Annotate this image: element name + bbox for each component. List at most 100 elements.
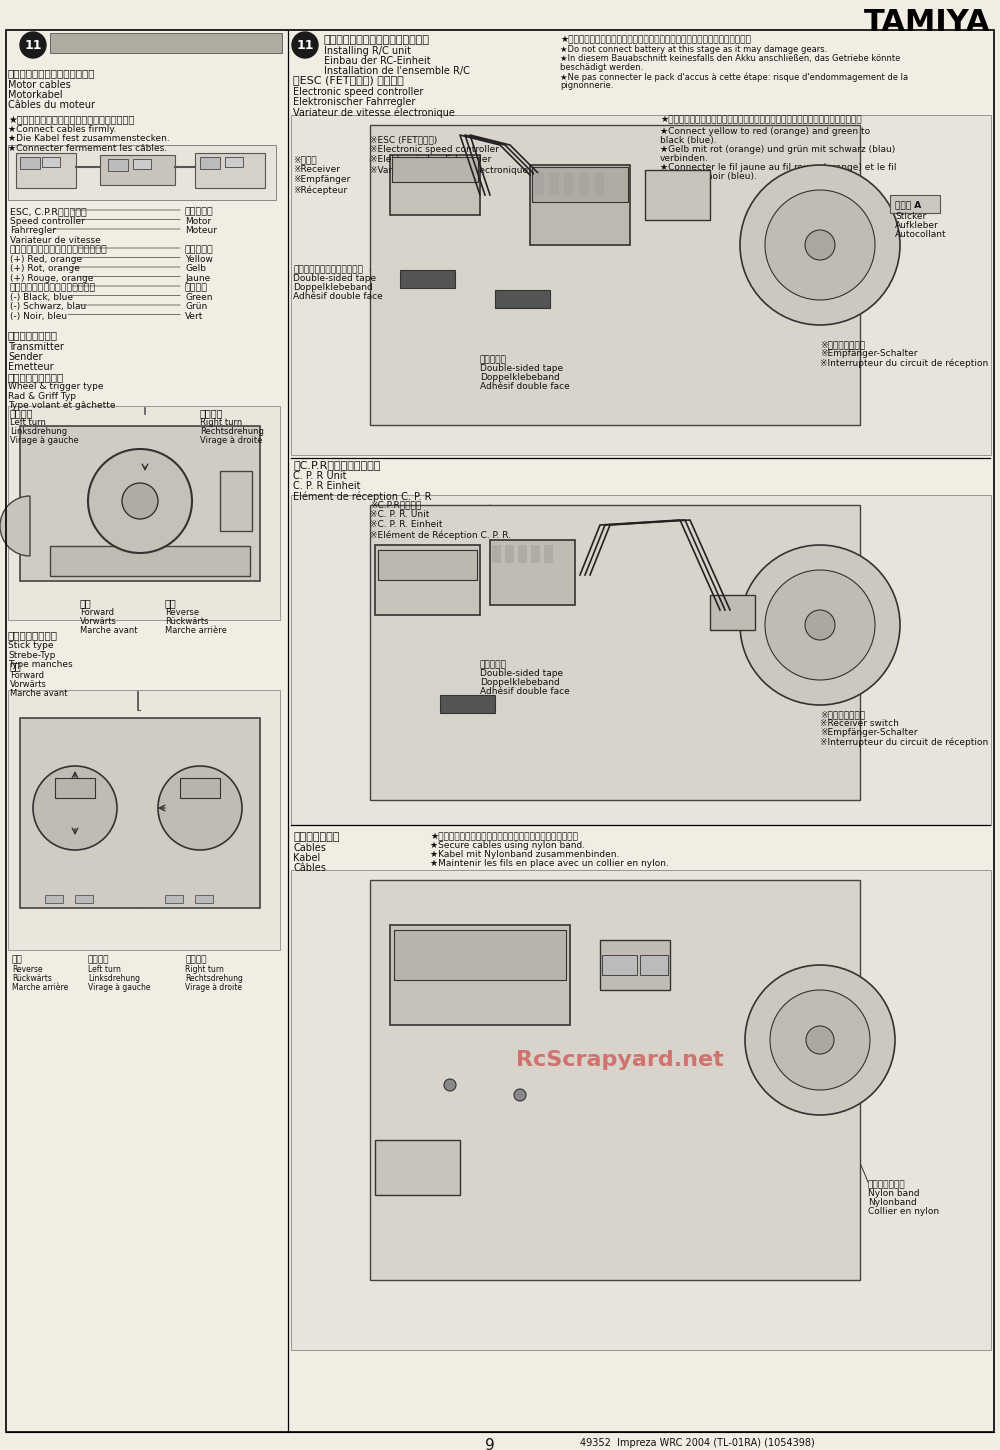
Bar bbox=[375, 545, 480, 615]
Bar bbox=[20, 157, 40, 170]
Bar bbox=[20, 426, 260, 581]
Circle shape bbox=[444, 1079, 456, 1090]
Text: Variateur de vitesse électronique: Variateur de vitesse électronique bbox=[293, 107, 455, 117]
Text: Marche arrière: Marche arrière bbox=[12, 983, 68, 992]
Text: Virage à gauche: Virage à gauche bbox=[88, 983, 150, 992]
Text: 11: 11 bbox=[24, 39, 42, 52]
Text: Double-sided tape: Double-sided tape bbox=[293, 274, 376, 283]
Bar bbox=[195, 895, 213, 903]
Text: ESC, C.P.Rユニット側: ESC, C.P.Rユニット側 bbox=[10, 207, 87, 216]
Text: Left turn: Left turn bbox=[88, 966, 121, 974]
Bar bbox=[291, 494, 991, 825]
Bar bbox=[42, 157, 60, 167]
Text: Green: Green bbox=[185, 293, 212, 302]
Text: ナイロンバンド: ナイロンバンド bbox=[868, 1180, 906, 1189]
Text: Motorkabel: Motorkabel bbox=[8, 90, 63, 100]
Text: 『モーターコードのつなぎ方』: 『モーターコードのつなぎ方』 bbox=[8, 68, 96, 78]
Text: Reverse: Reverse bbox=[12, 966, 43, 974]
Bar bbox=[378, 550, 477, 580]
Text: Doppelklebeband: Doppelklebeband bbox=[480, 679, 560, 687]
Text: 両面テープ: 両面テープ bbox=[480, 355, 507, 364]
Text: ホイールコンタイプ: ホイールコンタイプ bbox=[8, 373, 64, 381]
Text: 49352  Impreza WRC 2004 (TL-01RA) (1054398): 49352 Impreza WRC 2004 (TL-01RA) (105439… bbox=[580, 1438, 815, 1449]
Bar bbox=[645, 170, 710, 220]
Circle shape bbox=[805, 231, 835, 260]
Text: ※Receiver switch: ※Receiver switch bbox=[820, 719, 899, 728]
Text: vert au fil noir (bleu).: vert au fil noir (bleu). bbox=[660, 173, 757, 181]
Bar bbox=[564, 173, 574, 194]
Circle shape bbox=[806, 1027, 834, 1054]
Bar bbox=[640, 956, 668, 974]
Circle shape bbox=[514, 1089, 526, 1101]
Bar bbox=[534, 173, 544, 194]
Text: Marche avant: Marche avant bbox=[10, 689, 68, 697]
Bar bbox=[108, 160, 128, 171]
Text: Linksdrehung: Linksdrehung bbox=[10, 426, 67, 436]
Text: Vert: Vert bbox=[185, 312, 203, 320]
Text: 同面テープで取り付けます。: 同面テープで取り付けます。 bbox=[293, 265, 363, 274]
Text: ※Interrupteur du circuit de réception: ※Interrupteur du circuit de réception bbox=[820, 358, 988, 367]
Text: ★Connecter le fil jaune au fil rouge (orange) et le fil: ★Connecter le fil jaune au fil rouge (or… bbox=[660, 162, 896, 173]
Text: Marche avant: Marche avant bbox=[80, 626, 138, 635]
Bar bbox=[50, 33, 282, 54]
Text: Doppelklebeband: Doppelklebeband bbox=[293, 283, 373, 291]
Text: Emetteur: Emetteur bbox=[8, 362, 54, 373]
Bar bbox=[492, 545, 501, 563]
Text: Câbles du moteur: Câbles du moteur bbox=[8, 100, 95, 110]
Circle shape bbox=[292, 32, 318, 58]
Circle shape bbox=[20, 32, 46, 58]
Text: Sender: Sender bbox=[8, 352, 42, 362]
Bar bbox=[100, 155, 175, 186]
Text: Vorwärts: Vorwärts bbox=[80, 618, 117, 626]
Text: ※C.P.Rユニット: ※C.P.Rユニット bbox=[370, 500, 421, 509]
Text: Virage à gauche: Virage à gauche bbox=[10, 436, 79, 445]
Text: Marche arrière: Marche arrière bbox=[165, 626, 227, 635]
Text: Right turn: Right turn bbox=[185, 966, 224, 974]
Text: Vorwärts: Vorwärts bbox=[10, 680, 47, 689]
Bar bbox=[505, 545, 514, 563]
Text: Jaune: Jaune bbox=[185, 274, 210, 283]
Text: Double-sided tape: Double-sided tape bbox=[480, 668, 563, 679]
Text: 緑コード: 緑コード bbox=[185, 283, 208, 291]
Text: ★バッテリーをつないでモーターを回さないでください。ギヤがこわれます。: ★バッテリーをつないでモーターを回さないでください。ギヤがこわれます。 bbox=[560, 35, 751, 44]
Text: Gelb: Gelb bbox=[185, 264, 206, 273]
Text: ★コネクター部はしっかりつないでください。: ★コネクター部はしっかりつないでください。 bbox=[8, 115, 134, 125]
Text: Nylon band: Nylon band bbox=[868, 1189, 920, 1198]
Bar bbox=[518, 545, 527, 563]
Text: Stick type: Stick type bbox=[8, 641, 54, 650]
Text: マーク A: マーク A bbox=[895, 200, 921, 209]
Circle shape bbox=[765, 190, 875, 300]
Bar bbox=[602, 956, 637, 974]
Text: ★In diesem Bauabschnitt keinesfalls den Akku anschließen, das Getriebe könnte: ★In diesem Bauabschnitt keinesfalls den … bbox=[560, 54, 900, 62]
Text: Forward: Forward bbox=[80, 608, 114, 618]
Text: ★配線コードはジャマにならないようにたばねておきます。: ★配線コードはジャマにならないようにたばねておきます。 bbox=[430, 832, 578, 841]
Bar bbox=[50, 547, 250, 576]
Text: Left turn: Left turn bbox=[10, 418, 46, 426]
Bar bbox=[8, 145, 276, 200]
Bar bbox=[600, 940, 670, 990]
Bar bbox=[8, 406, 280, 621]
Text: ※Empfänger: ※Empfänger bbox=[293, 175, 350, 184]
Text: Electronic speed controller: Electronic speed controller bbox=[293, 87, 423, 97]
Text: ※Elément de Réception C. P. R.: ※Elément de Réception C. P. R. bbox=[370, 531, 511, 539]
Bar bbox=[710, 594, 755, 629]
Bar bbox=[75, 895, 93, 903]
Text: (+) Red, orange: (+) Red, orange bbox=[10, 255, 82, 264]
Text: Type volant et gâchette: Type volant et gâchette bbox=[8, 402, 116, 410]
Text: Cables: Cables bbox=[293, 842, 326, 853]
Text: ★Secure cables using nylon band.: ★Secure cables using nylon band. bbox=[430, 841, 585, 850]
Text: 黄色コード: 黄色コード bbox=[185, 245, 214, 254]
Text: Adhésif double face: Adhésif double face bbox=[293, 291, 383, 302]
Text: Sticker: Sticker bbox=[895, 212, 926, 220]
Text: Collier en nylon: Collier en nylon bbox=[868, 1206, 939, 1217]
Text: ※Récepteur: ※Récepteur bbox=[293, 186, 347, 194]
Circle shape bbox=[745, 966, 895, 1115]
Text: 右カーブ: 右カーブ bbox=[185, 956, 207, 964]
Bar bbox=[579, 173, 589, 194]
Text: Linksdrehung: Linksdrehung bbox=[88, 974, 140, 983]
Text: TAMIYA: TAMIYA bbox=[864, 9, 990, 38]
Text: RcScrapyard.net: RcScrapyard.net bbox=[516, 1050, 724, 1070]
Text: Rückwärts: Rückwärts bbox=[12, 974, 52, 983]
Text: ＋（プラス）コード（赤、オレンジ）: ＋（プラス）コード（赤、オレンジ） bbox=[10, 245, 108, 254]
Text: Rad & Griff Typ: Rad & Griff Typ bbox=[8, 392, 76, 400]
